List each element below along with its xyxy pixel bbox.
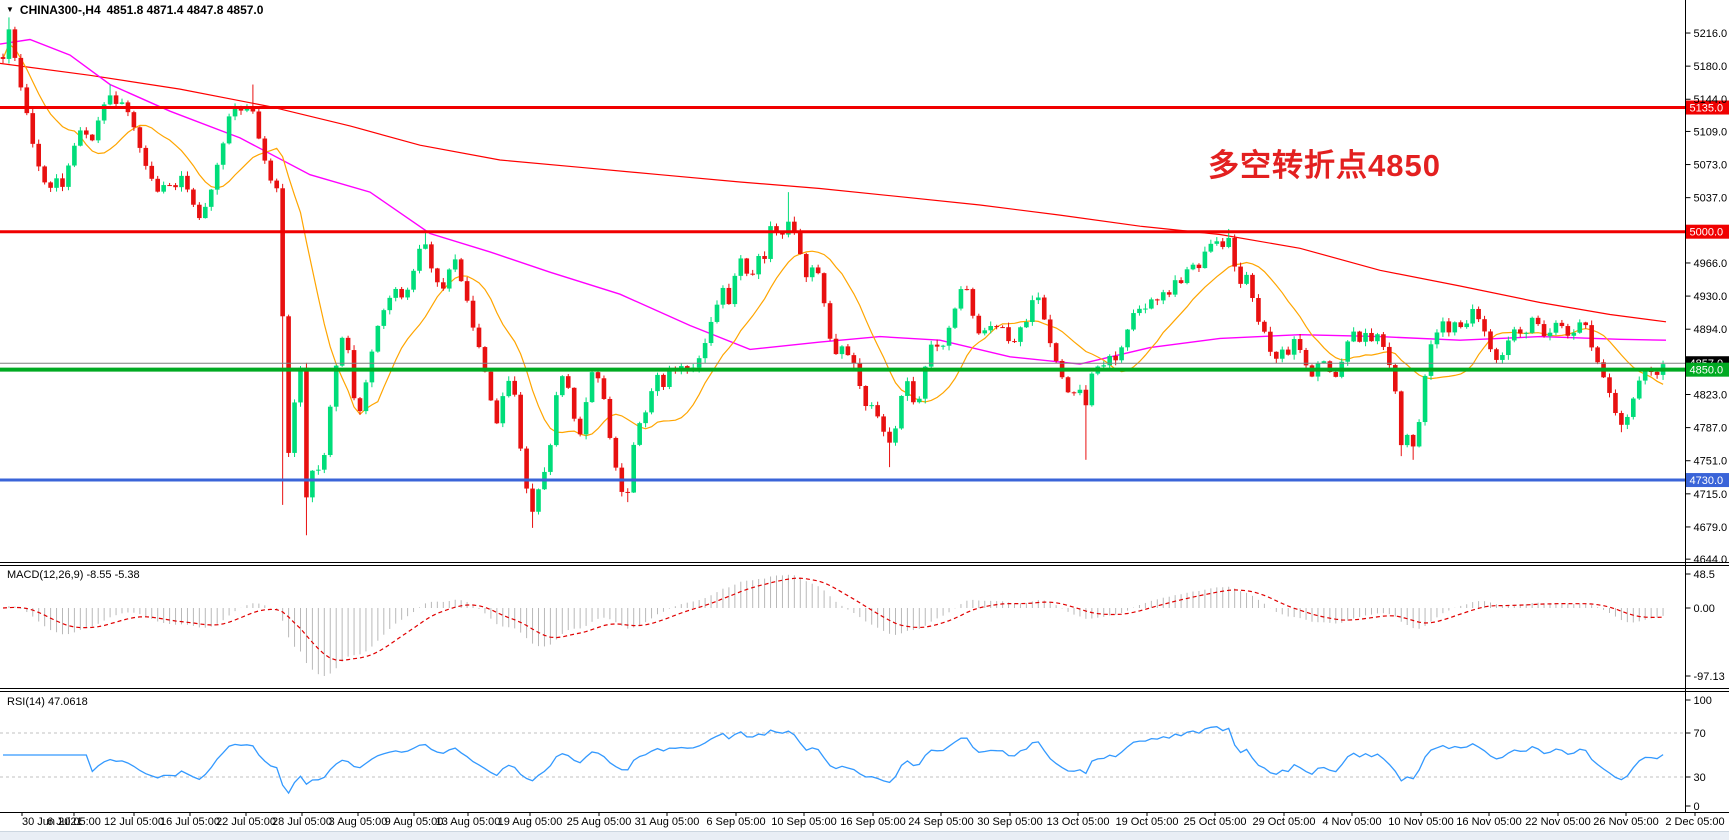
symbol-quote: 4851.8 4871.4 4847.8 4857.0	[106, 3, 264, 17]
price-tick-label: 4679.0	[1694, 522, 1728, 534]
svg-text:70: 70	[1694, 728, 1706, 740]
rsi-line	[3, 726, 1664, 795]
price-tick-label: 4930.0	[1694, 291, 1728, 303]
macd-indicator-label: MACD(12,26,9) -8.55 -5.38	[7, 569, 140, 581]
svg-text:0: 0	[1694, 801, 1700, 813]
time-tick-label: 30 Jun 2021	[22, 816, 83, 828]
ma-fast-line	[2, 43, 1664, 437]
price-tick-label: 4644.0	[1694, 554, 1728, 566]
time-tick-label: 16 Nov 05:00	[1456, 816, 1521, 828]
time-tick-label: 22 Nov 05:00	[1525, 816, 1590, 828]
price-tick-label: 4715.0	[1694, 489, 1728, 501]
price-tick-label: 5037.0	[1694, 193, 1728, 205]
svg-text:48.5: 48.5	[1694, 569, 1715, 581]
time-tick-label: 25 Aug 05:00	[567, 816, 632, 828]
time-tick-label: 3 Aug 05:00	[329, 816, 388, 828]
price-tick-label: 5144.0	[1694, 94, 1728, 106]
svg-text:30: 30	[1694, 772, 1706, 784]
macd-signal-line	[2, 577, 1664, 662]
svg-text:100: 100	[1694, 695, 1712, 707]
ma-slow-line	[0, 62, 1667, 323]
time-tick-label: 9 Aug 05:00	[385, 816, 444, 828]
time-tick-label: 22 Jul 05:00	[216, 816, 276, 828]
svg-text:4730.0: 4730.0	[1690, 475, 1724, 487]
time-tick-label: 26 Nov 05:00	[1593, 816, 1658, 828]
price-tick-label: 5216.0	[1694, 28, 1728, 40]
symbol-name: CHINA300-,H4	[19, 3, 101, 17]
time-tick-label: 2 Dec 05:00	[1665, 816, 1724, 828]
price-tick-label: 5109.0	[1694, 126, 1728, 138]
status-strip	[0, 831, 1729, 840]
time-tick-label: 19 Aug 05:00	[498, 816, 563, 828]
macd-panel: 48.5 0.00 -97.13	[2, 569, 1725, 683]
price-tick-label: 4966.0	[1694, 258, 1728, 270]
time-tick-label: 13 Oct 05:00	[1047, 816, 1110, 828]
svg-text:4850.0: 4850.0	[1690, 365, 1724, 377]
time-tick-label: 19 Oct 05:00	[1116, 816, 1179, 828]
time-tick-label: 24 Sep 05:00	[908, 816, 973, 828]
panel-borders	[0, 0, 1729, 813]
ma-mid-line	[0, 38, 1667, 365]
price-axis[interactable]: 5216.0 5180.0 5144.0 5109.0 5073.0 5037.0 4966…	[1685, 28, 1728, 566]
svg-text:5000.0: 5000.0	[1690, 227, 1724, 239]
time-tick-label: 12 Jul 05:00	[104, 816, 164, 828]
time-tick-label: 16 Sep 05:00	[840, 816, 905, 828]
symbol-header: ▼ CHINA300-,H4 4851.8 4871.4 4847.8 4857…	[6, 3, 263, 17]
time-tick-label: 10 Sep 05:00	[771, 816, 836, 828]
time-tick-label: 4 Nov 05:00	[1322, 816, 1381, 828]
svg-text:5135.0: 5135.0	[1690, 103, 1724, 115]
time-tick-label: 10 Nov 05:00	[1388, 816, 1453, 828]
svg-text:0.00: 0.00	[1694, 603, 1715, 615]
symbol-dropdown-icon[interactable]: ▼	[6, 5, 14, 14]
rsi-indicator-label: RSI(14) 47.0618	[7, 696, 88, 708]
time-tick-label: 25 Oct 05:00	[1184, 816, 1247, 828]
time-tick-label: 13 Aug 05:00	[436, 816, 501, 828]
price-tick-label: 4823.0	[1694, 389, 1728, 401]
price-tick-label: 4787.0	[1694, 423, 1728, 435]
time-tick-label: 31 Aug 05:00	[635, 816, 700, 828]
annotation-text: 多空转折点4850	[1208, 148, 1441, 183]
svg-text:-97.13: -97.13	[1694, 671, 1725, 683]
price-tick-label: 4894.0	[1694, 324, 1728, 336]
rsi-panel: 100 70 30 0	[0, 695, 1712, 813]
time-tick-label: 16 Jul 05:00	[160, 816, 220, 828]
moving-averages-layer	[0, 38, 1667, 437]
time-tick-label: 6 Jul 05:00	[47, 816, 101, 828]
price-tick-label: 5180.0	[1694, 61, 1728, 73]
time-tick-label: 30 Sep 05:00	[977, 816, 1042, 828]
price-tick-label: 4751.0	[1694, 456, 1728, 468]
price-tick-label: 5073.0	[1694, 160, 1728, 172]
time-tick-label: 29 Oct 05:00	[1253, 816, 1316, 828]
time-tick-label: 6 Sep 05:00	[706, 816, 765, 828]
time-tick-label: 28 Jul 05:00	[272, 816, 332, 828]
candles-layer	[0, 17, 1666, 536]
